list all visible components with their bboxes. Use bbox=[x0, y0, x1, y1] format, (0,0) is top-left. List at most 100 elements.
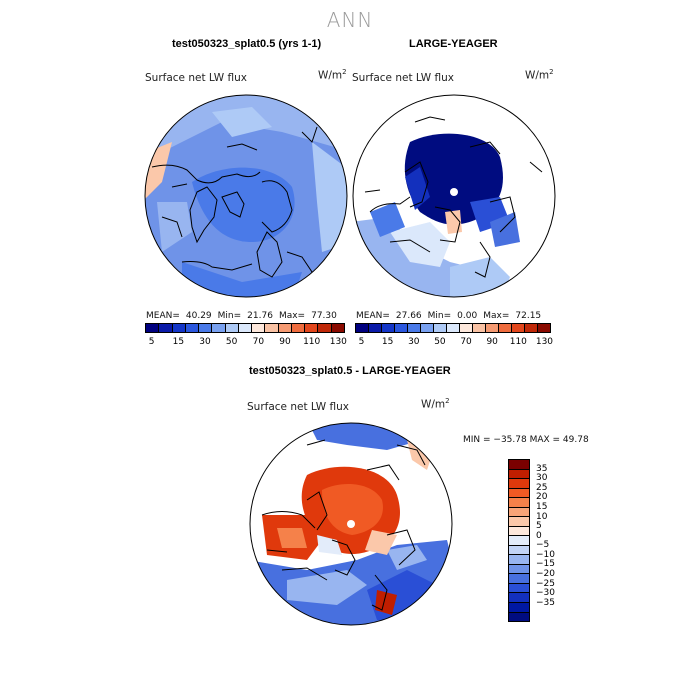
diff-colorbar-labels: 35 30 25 20 15 10 5 0 −5 −10 −15 −20 −25 −30 −35 bbox=[536, 459, 576, 622]
colorbar-tick-label: −15 bbox=[536, 559, 555, 570]
colorbar-swatch bbox=[382, 324, 395, 332]
colorbar-tick-label: −10 bbox=[536, 549, 555, 560]
panel-2-units: W/m2 bbox=[525, 68, 554, 82]
colorbar-swatch bbox=[512, 324, 525, 332]
colorbar-swatch bbox=[447, 324, 460, 332]
colorbar-swatch bbox=[509, 593, 529, 603]
panel-2-title: LARGE-YEAGER bbox=[409, 38, 498, 50]
colorbar-swatch bbox=[509, 479, 529, 489]
colorbar-swatch bbox=[509, 583, 529, 594]
colorbar-swatch bbox=[509, 526, 529, 537]
colorbar-swatch bbox=[509, 507, 529, 518]
colorbar-swatch bbox=[291, 324, 306, 332]
colorbar-tick-label: 30 bbox=[199, 337, 211, 347]
colorbar-tick-label: 50 bbox=[434, 337, 446, 347]
colorbar-tick-label: 15 bbox=[381, 337, 394, 347]
colorbar-swatch bbox=[395, 324, 408, 332]
colorbar-swatch bbox=[185, 324, 200, 332]
colorbar-tick-label: 15 bbox=[172, 337, 185, 347]
colorbar-swatch bbox=[509, 460, 529, 470]
colorbar-swatch bbox=[265, 324, 279, 332]
panel-1-colorbar bbox=[145, 323, 345, 333]
diff-panel-polar-map bbox=[249, 422, 453, 626]
colorbar-tick-label: 70 bbox=[252, 337, 265, 347]
colorbar-tick-label: 90 bbox=[486, 337, 498, 347]
colorbar-swatch bbox=[509, 517, 529, 527]
colorbar-swatch bbox=[146, 324, 160, 332]
colorbar-swatch bbox=[486, 324, 499, 332]
colorbar-swatch bbox=[509, 498, 529, 508]
colorbar-tick-label: 25 bbox=[536, 482, 548, 493]
colorbar-tick-label: 35 bbox=[536, 463, 548, 474]
colorbar-tick-label: −20 bbox=[536, 569, 555, 580]
colorbar-swatch bbox=[509, 564, 529, 575]
colorbar-tick-label: 5 bbox=[148, 337, 155, 347]
panel-1-title: test050323_splat0.5 (yrs 1-1) bbox=[172, 38, 322, 50]
colorbar-tick-label: 10 bbox=[536, 511, 548, 522]
panel-1-colorbar-labels: 5 15 30 50 70 90 110 130 bbox=[145, 337, 347, 349]
colorbar-swatch bbox=[509, 469, 529, 480]
colorbar-tick-label: −35 bbox=[536, 597, 555, 608]
colorbar-tick-label: 5 bbox=[358, 337, 365, 347]
colorbar-swatch bbox=[356, 324, 369, 332]
colorbar-tick-label: 130 bbox=[535, 337, 554, 347]
diff-colorbar bbox=[508, 459, 530, 622]
diff-panel-variable-label: Surface net LW flux bbox=[247, 401, 349, 413]
colorbar-tick-label: 15 bbox=[536, 501, 548, 512]
diff-panel-title: test050323_splat0.5 - LARGE-YEAGER bbox=[249, 365, 451, 377]
colorbar-swatch bbox=[434, 324, 447, 332]
colorbar-swatch bbox=[509, 555, 529, 565]
colorbar-tick-label: 130 bbox=[329, 337, 347, 347]
colorbar-swatch bbox=[199, 324, 213, 332]
colorbar-tick-label: 90 bbox=[279, 337, 291, 347]
panel-1-variable-label: Surface net LW flux bbox=[145, 72, 247, 84]
colorbar-swatch bbox=[473, 324, 486, 332]
colorbar-swatch bbox=[225, 324, 239, 332]
panel-1-polar-map bbox=[144, 94, 348, 298]
colorbar-swatch bbox=[238, 324, 253, 332]
colorbar-swatch bbox=[305, 324, 319, 332]
colorbar-swatch bbox=[525, 324, 538, 332]
colorbar-swatch bbox=[318, 324, 332, 332]
colorbar-swatch bbox=[499, 324, 512, 332]
diff-panel-range: MIN = −35.78 MAX = 49.78 bbox=[463, 435, 589, 445]
colorbar-swatch bbox=[538, 324, 550, 332]
colorbar-tick-label: −30 bbox=[536, 588, 555, 599]
panel-2-colorbar bbox=[355, 323, 551, 333]
colorbar-swatch bbox=[252, 324, 266, 332]
panel-1-stats: MEAN= 40.29 Min= 21.76 Max= 77.30 bbox=[146, 311, 337, 321]
colorbar-swatch bbox=[509, 602, 529, 613]
colorbar-tick-label: 0 bbox=[536, 530, 542, 541]
colorbar-swatch bbox=[369, 324, 382, 332]
colorbar-swatch bbox=[408, 324, 421, 332]
colorbar-tick-label: 70 bbox=[460, 337, 472, 347]
diff-panel-units: W/m2 bbox=[421, 397, 450, 411]
colorbar-tick-label: 30 bbox=[536, 473, 548, 484]
colorbar-tick-label: 110 bbox=[509, 337, 527, 347]
panel-2-stats: MEAN= 27.66 Min= 0.00 Max= 72.15 bbox=[356, 311, 542, 321]
colorbar-swatch bbox=[212, 324, 226, 332]
panel-2-colorbar-labels: 5 15 30 50 70 90 110 130 bbox=[355, 337, 554, 349]
panel-1-units: W/m2 bbox=[318, 68, 347, 82]
colorbar-tick-label: 30 bbox=[408, 337, 420, 347]
page-title: ANN bbox=[326, 8, 374, 32]
colorbar-swatch bbox=[331, 324, 344, 332]
colorbar-swatch bbox=[509, 536, 529, 546]
colorbar-tick-label: 5 bbox=[536, 521, 542, 532]
colorbar-swatch bbox=[159, 324, 173, 332]
colorbar-tick-label: −25 bbox=[536, 578, 555, 589]
colorbar-swatch bbox=[509, 612, 529, 622]
colorbar-tick-label: 50 bbox=[225, 337, 238, 347]
colorbar-tick-label: −5 bbox=[536, 540, 550, 551]
colorbar-swatch bbox=[460, 324, 473, 332]
colorbar-swatch bbox=[509, 545, 529, 556]
colorbar-tick-label: 110 bbox=[303, 337, 321, 347]
panel-2-variable-label: Surface net LW flux bbox=[352, 72, 454, 84]
colorbar-swatch bbox=[421, 324, 434, 332]
panel-2-polar-map bbox=[352, 94, 556, 298]
colorbar-swatch bbox=[278, 324, 292, 332]
colorbar-swatch bbox=[509, 574, 529, 584]
colorbar-swatch bbox=[509, 488, 529, 499]
colorbar-swatch bbox=[172, 324, 186, 332]
colorbar-tick-label: 20 bbox=[536, 492, 548, 503]
